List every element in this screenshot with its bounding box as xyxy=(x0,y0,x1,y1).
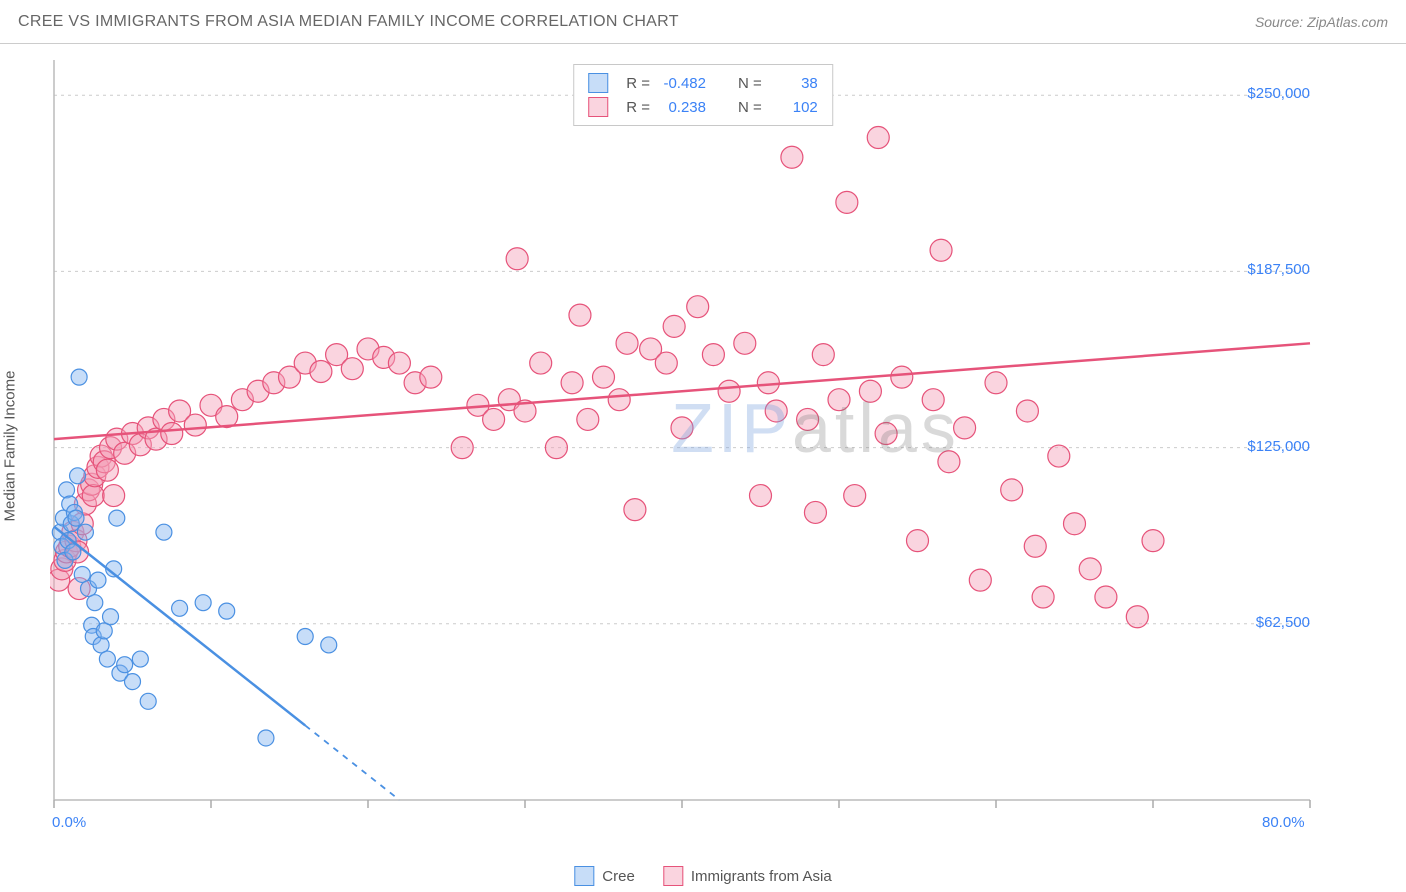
legend-label-asia: Immigrants from Asia xyxy=(691,868,832,885)
legend-item-asia: Immigrants from Asia xyxy=(663,866,832,886)
legend-row-asia: R = 0.238 N = 102 xyxy=(588,95,818,119)
y-axis-label: Median Family Income xyxy=(2,371,19,522)
n-label: N = xyxy=(738,99,762,116)
title-bar: CREE VS IMMIGRANTS FROM ASIA MEDIAN FAMI… xyxy=(0,0,1406,44)
source-label: Source: ZipAtlas.com xyxy=(1255,14,1388,30)
swatch-cree xyxy=(588,73,608,93)
legend-item-cree: Cree xyxy=(574,866,635,886)
correlation-legend: R = -0.482 N = 38 R = 0.238 N = 102 xyxy=(573,64,833,126)
y-tick-label: $187,500 xyxy=(1230,261,1310,278)
y-tick-label: $125,000 xyxy=(1230,438,1310,455)
asia-n-value: 102 xyxy=(772,99,818,116)
r-label: R = xyxy=(626,99,650,116)
x-axis-max-label: 80.0% xyxy=(1262,814,1305,831)
swatch-asia xyxy=(588,97,608,117)
series-legend: Cree Immigrants from Asia xyxy=(574,866,831,886)
plot-svg xyxy=(50,60,1376,820)
cree-r-value: -0.482 xyxy=(660,75,706,92)
swatch-cree xyxy=(574,866,594,886)
scatter-plot xyxy=(50,60,1376,820)
x-axis-min-label: 0.0% xyxy=(52,814,86,831)
legend-label-cree: Cree xyxy=(602,868,635,885)
y-tick-label: $250,000 xyxy=(1230,85,1310,102)
r-label: R = xyxy=(626,75,650,92)
y-tick-label: $62,500 xyxy=(1230,614,1310,631)
chart-title: CREE VS IMMIGRANTS FROM ASIA MEDIAN FAMI… xyxy=(18,13,679,31)
asia-r-value: 0.238 xyxy=(660,99,706,116)
legend-row-cree: R = -0.482 N = 38 xyxy=(588,71,818,95)
swatch-asia xyxy=(663,866,683,886)
cree-n-value: 38 xyxy=(772,75,818,92)
n-label: N = xyxy=(738,75,762,92)
